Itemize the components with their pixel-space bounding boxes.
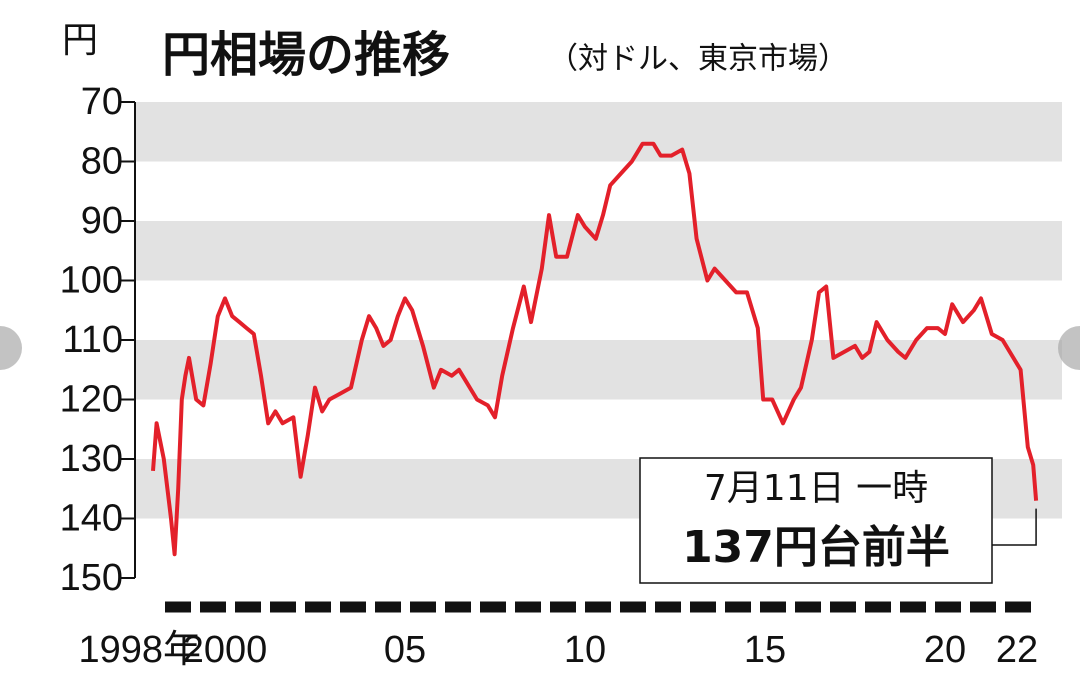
y-tick-label: 120 <box>60 379 123 421</box>
annotation-box <box>639 457 993 584</box>
y-tick-label: 140 <box>60 498 123 540</box>
y-axis-label: 円 <box>62 20 98 61</box>
y-tick-label: 110 <box>62 319 123 361</box>
annotation-text: 7月11日 一時 <box>704 468 928 509</box>
prev-button[interactable] <box>0 326 22 370</box>
price-line <box>151 141 1039 557</box>
x-tick-label: 1998年 <box>78 629 201 671</box>
grid-band <box>135 340 1062 400</box>
x-tick-label: 15 <box>744 629 786 671</box>
bands <box>135 102 1062 519</box>
x-tick-label: 22 <box>996 629 1038 671</box>
leader-line <box>992 508 1037 546</box>
x-tick-label: 05 <box>384 629 426 671</box>
y-tick-label: 100 <box>60 260 123 302</box>
y-tick-label: 80 <box>81 141 123 183</box>
grid-band <box>135 102 1062 162</box>
x-tick-label: 2000 <box>183 629 268 671</box>
y-tick-label: 130 <box>60 438 123 480</box>
chart-title: 円相場の推移 <box>162 27 450 83</box>
annotation-text: 137円台前半 <box>682 522 950 573</box>
y-tick-label: 70 <box>81 81 123 123</box>
y-tick-label: 150 <box>60 557 123 599</box>
chart-subtitle: （対ドル、東京市場） <box>548 42 848 77</box>
next-button[interactable] <box>1058 326 1080 370</box>
x-tick-label: 20 <box>924 629 966 671</box>
y-tick-label: 90 <box>81 200 123 242</box>
x-tick-label: 10 <box>564 629 606 671</box>
